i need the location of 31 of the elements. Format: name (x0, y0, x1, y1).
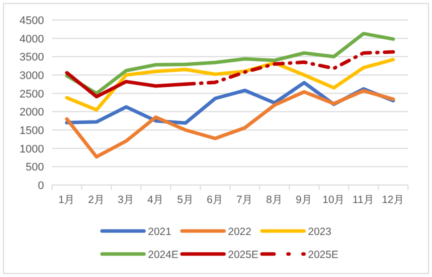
y-tick-label: 4000 (20, 33, 44, 46)
x-tick-label: 11月 (352, 194, 374, 206)
line-series (65, 58, 395, 112)
legend-label: 2023 (308, 226, 332, 238)
y-tick-label: 2500 (20, 88, 44, 100)
y-tick-label: 1500 (20, 125, 44, 137)
legend-label: 2024E (148, 249, 178, 261)
x-tick-label: 9月 (296, 194, 313, 206)
x-tick-label: 1月 (58, 194, 76, 206)
y-tick-label: 2000 (20, 106, 44, 119)
y-tick-label: 500 (26, 162, 44, 174)
y-tick-label: 3000 (20, 70, 44, 82)
line-series (65, 89, 395, 159)
x-tick-label: 4月 (147, 194, 164, 206)
x-tick-label: 5月 (177, 194, 194, 206)
x-tick-label: 8月 (266, 194, 283, 206)
y-tick-label: 3500 (20, 52, 44, 64)
x-tick-label: 7月 (236, 194, 254, 206)
legend-label: 2025E (308, 249, 338, 261)
x-tick-label: 6月 (206, 194, 224, 206)
x-tick-label: 10月 (322, 194, 346, 206)
x-tick-label: 2月 (88, 194, 105, 206)
x-tick-label: 12月 (382, 194, 405, 206)
legend-label: 2021 (148, 226, 172, 238)
y-tick-label: 1000 (20, 143, 44, 156)
legend-label: 2022 (228, 226, 252, 238)
line-series (65, 32, 395, 96)
x-tick-label: 3月 (118, 194, 135, 206)
y-tick-label: 0 (38, 180, 44, 192)
y-tick-label: 4500 (20, 15, 44, 27)
legend-label: 2025E (228, 249, 258, 261)
